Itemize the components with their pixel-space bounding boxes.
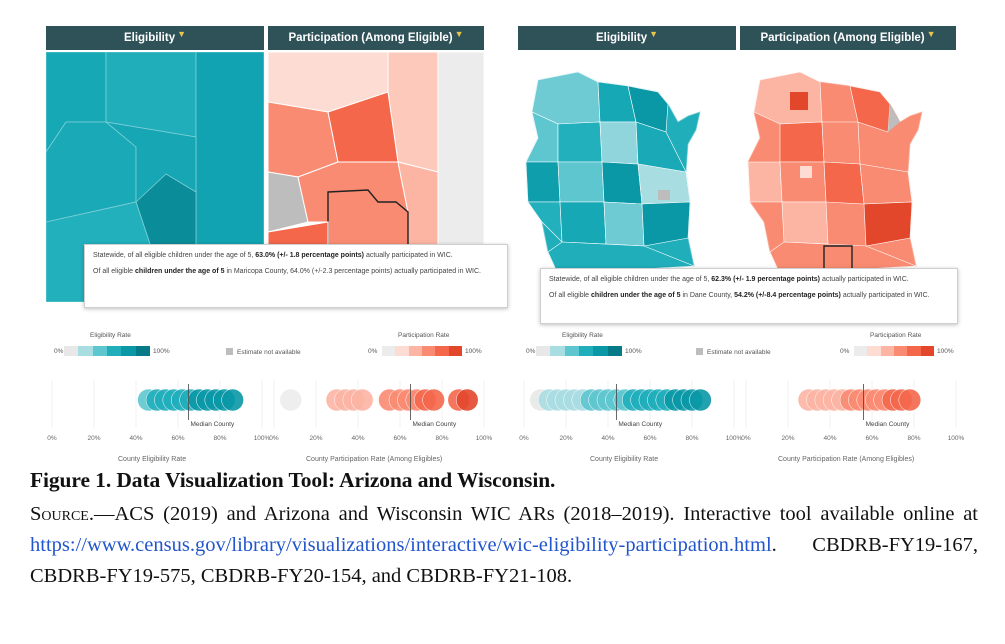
az-elig-tick-label: 40% (129, 435, 142, 442)
wi-elig-tick-label: 100% (726, 435, 743, 442)
participation-legend: Participation Rate 0% 100% (840, 332, 954, 356)
az-part-tick-label: 100% (476, 435, 493, 442)
arizona-tooltip: Statewide, of all eligible children unde… (84, 244, 508, 308)
wi-elig-county-dot[interactable] (689, 388, 712, 412)
wi-participation-strip[interactable]: 0% 20% 40% 60% 80% 100% Median County (740, 380, 965, 450)
eligibility-color-scale (536, 346, 622, 356)
na-legend: Estimate not available (226, 348, 301, 356)
info-icon[interactable]: ▼ (177, 29, 187, 39)
wi-elig-tick-label: 80% (685, 435, 698, 442)
wi-part-tick-label: 0% (741, 435, 751, 442)
na-swatch (226, 348, 233, 355)
az-elig-tick-label: 60% (171, 435, 184, 442)
az-part-county-dot[interactable] (422, 388, 445, 412)
eligibility-color-scale (64, 346, 150, 356)
wi-elig-tick-label: 40% (601, 435, 614, 442)
info-icon[interactable]: ▼ (649, 29, 659, 39)
az-part-tick-label: 40% (351, 435, 364, 442)
az-elig-tick-label: 0% (47, 435, 57, 442)
participation-axis-title: County Participation Rate (Among Eligibl… (778, 456, 915, 463)
wi-part-tick-label: 100% (948, 435, 965, 442)
wi-part-tick-label: 20% (781, 435, 794, 442)
az-elig-county-dot[interactable] (221, 388, 244, 412)
wisconsin-participation-map[interactable] (740, 52, 956, 302)
participation-header[interactable]: Participation (Among Eligible) ▼ (740, 26, 956, 50)
wisconsin-tooltip: Statewide, of all eligible children unde… (540, 268, 958, 324)
participation-axis-title: County Participation Rate (Among Eligibl… (306, 456, 443, 463)
az-elig-tick-label: 20% (87, 435, 100, 442)
figure-caption: Figure 1. Data Visualization Tool: Arizo… (30, 468, 978, 592)
wi-elig-tick-label: 20% (559, 435, 572, 442)
arizona-panel: Eligibility ▼ Participation (Among Eligib… (46, 26, 508, 463)
wisconsin-panel: Eligibility ▼ Participation (Among Eligib… (518, 26, 965, 463)
eligibility-legend: Eligibility Rate 0% 100% (526, 332, 642, 356)
eligibility-legend: Eligibility Rate 0% 100% (54, 332, 170, 356)
wi-part-tick-label: 60% (865, 435, 878, 442)
az-part-tick-label: 80% (435, 435, 448, 442)
source-note: Source.—ACS (2019) and Arizona and Wisco… (30, 503, 978, 587)
wisconsin-eligibility-map[interactable] (518, 52, 736, 302)
na-swatch (696, 348, 703, 355)
wi-elig-median-label: Median County (618, 421, 662, 428)
figure-title: Figure 1. Data Visualization Tool: Arizo… (30, 468, 556, 492)
wi-eligibility-strip[interactable]: 0% 20% 40% 60% 80% 100% Median County (518, 380, 743, 450)
participation-legend: Participation Rate 0% 100% (368, 332, 482, 356)
wi-part-tick-label: 40% (823, 435, 836, 442)
az-part-tick-label: 0% (269, 435, 279, 442)
wi-part-county-dot[interactable] (898, 388, 922, 412)
tool-link[interactable]: https://www.census.gov/library/visualiza… (30, 534, 772, 556)
az-part-county-dot[interactable] (279, 388, 303, 412)
az-elig-tick-label: 80% (213, 435, 226, 442)
eligibility-axis-title: County Eligibility Rate (590, 456, 659, 463)
eligibility-header[interactable]: Eligibility ▼ (46, 26, 264, 50)
az-eligibility-strip[interactable]: 0% 20% 40% 60% 80% 100% Median County (46, 380, 271, 450)
eligibility-header[interactable]: Eligibility ▼ (518, 26, 736, 50)
na-legend: Estimate not available (696, 348, 771, 356)
az-part-county-dot[interactable] (455, 388, 479, 412)
info-icon[interactable]: ▼ (454, 29, 464, 39)
wi-part-median-label: Median County (866, 421, 910, 428)
wi-elig-tick-label: 0% (519, 435, 529, 442)
participation-color-scale (382, 346, 462, 356)
az-elig-tick-label: 100% (254, 435, 271, 442)
participation-header[interactable]: Participation (Among Eligible) ▼ (268, 26, 484, 50)
figure: Eligibility ▼ Participation (Among Eligib… (30, 14, 980, 463)
az-elig-median-label: Median County (191, 421, 235, 428)
az-participation-strip[interactable]: 0% 20% 40% 60% 80% 100% Median County (268, 380, 493, 450)
wi-part-tick-label: 80% (907, 435, 920, 442)
az-part-tick-label: 20% (309, 435, 322, 442)
eligibility-axis-title: County Eligibility Rate (118, 456, 187, 463)
wi-elig-tick-label: 60% (643, 435, 656, 442)
az-part-tick-label: 60% (393, 435, 406, 442)
az-part-median-label: Median County (413, 421, 457, 428)
participation-color-scale (854, 346, 934, 356)
info-icon[interactable]: ▼ (926, 29, 936, 39)
az-part-county-dot[interactable] (350, 388, 374, 412)
